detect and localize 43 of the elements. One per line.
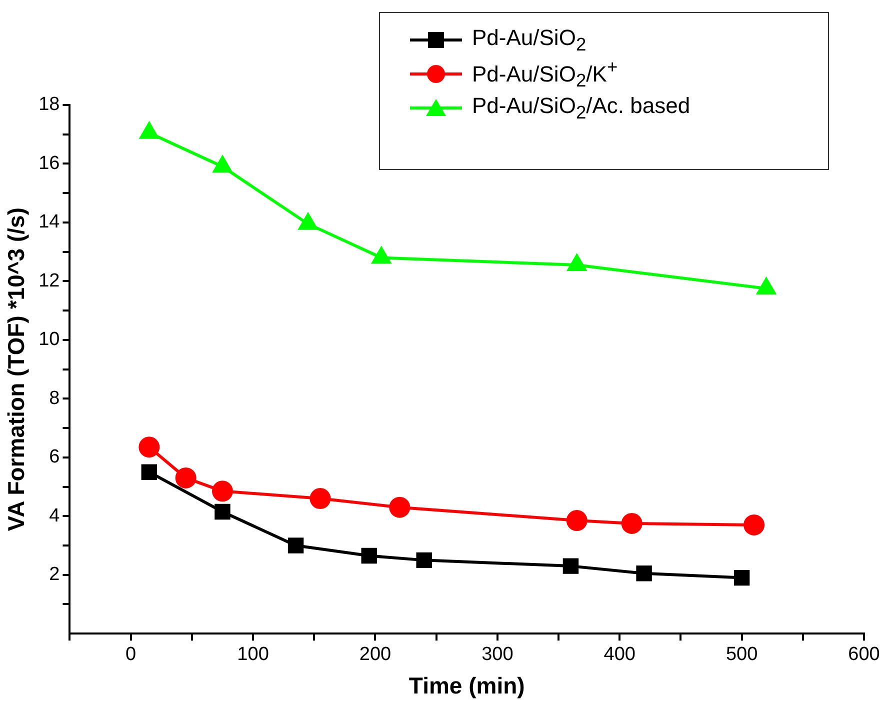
y-tick-label: 6 — [49, 446, 60, 468]
point — [288, 538, 304, 554]
point — [175, 467, 196, 488]
x-axis-title: Time (min) — [408, 672, 525, 699]
point — [389, 496, 410, 518]
point — [756, 278, 776, 295]
legend-label: Pd-Au/SiO$_{2}$/Ac. based — [472, 92, 690, 124]
y-tick-label: 14 — [38, 212, 60, 233]
y-tick-label: 4 — [49, 505, 60, 526]
point — [141, 464, 158, 480]
point — [214, 504, 230, 520]
point — [372, 247, 391, 264]
x-tick-label: 200 — [359, 644, 392, 666]
y-tick-label: 16 — [38, 152, 60, 174]
x-tick-label: 600 — [848, 644, 880, 666]
point — [568, 254, 586, 272]
legend-label: Pd-Au/SiO$_{2}$/K$^{+}$ — [472, 56, 618, 92]
x-tick-label: 500 — [726, 644, 758, 666]
x-tick-label: 400 — [604, 644, 636, 666]
y-tick-label: 18 — [38, 94, 60, 116]
x-tick-label: 0 — [126, 644, 136, 666]
y-tick-label: 10 — [38, 329, 60, 350]
point — [310, 488, 331, 510]
point — [361, 548, 377, 564]
point — [213, 156, 232, 173]
y-tick-label: 12 — [38, 270, 60, 292]
point — [298, 213, 318, 230]
point — [140, 122, 158, 139]
point — [636, 566, 652, 582]
point — [566, 510, 588, 532]
point — [416, 552, 432, 568]
x-tick-label: 300 — [482, 644, 514, 666]
point — [212, 480, 233, 502]
point — [621, 512, 642, 534]
point — [562, 558, 579, 574]
legend-label: Pd-Au/SiO$_{2}$ — [472, 24, 586, 56]
point — [744, 514, 765, 536]
point — [734, 570, 750, 586]
y-tick-label: 2 — [49, 564, 60, 586]
y-axis-title: VA Formation (TOF) *10^3 (/s) — [3, 208, 30, 532]
x-tick-label: 100 — [237, 644, 269, 666]
point — [138, 436, 160, 458]
y-tick-label: 8 — [49, 388, 60, 409]
